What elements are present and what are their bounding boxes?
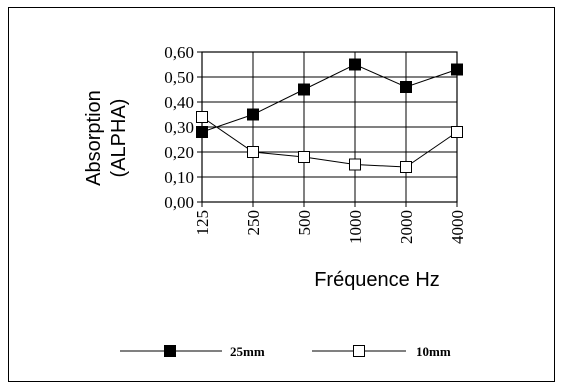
- series-point-10mm: [298, 151, 310, 163]
- legend-label-25mm: 25mm: [230, 344, 265, 359]
- series-point-10mm: [349, 158, 361, 171]
- series-point-25mm: [400, 81, 412, 93]
- x-axis-title: Fréquence Hz: [314, 269, 440, 291]
- series-point-25mm: [196, 126, 208, 138]
- y-tick-label: 0,50: [164, 68, 194, 87]
- series-point-25mm: [349, 58, 361, 71]
- y-tick-label: 0,10: [164, 168, 194, 187]
- series-point-10mm: [196, 111, 208, 123]
- series-point-10mm: [451, 126, 463, 138]
- y-tick-label: 0,00: [164, 193, 194, 212]
- chart-frame: [8, 7, 555, 382]
- y-axis-title-line2: (ALPHA): [108, 99, 130, 178]
- series-point-25mm: [451, 63, 463, 76]
- series-point-10mm: [247, 146, 259, 158]
- x-tick-label: 500: [295, 210, 314, 236]
- x-tick-label: 4000: [448, 210, 467, 244]
- y-tick-label: 0,20: [164, 143, 194, 162]
- y-axis-title-line1: Absorption: [83, 90, 105, 186]
- series-point-25mm: [298, 83, 310, 96]
- y-tick-label: 0,40: [164, 93, 194, 112]
- legend-marker-10mm: [353, 345, 365, 357]
- series-point-10mm: [400, 161, 412, 173]
- y-tick-label: 0,60: [164, 43, 194, 62]
- x-tick-label: 125: [193, 210, 212, 236]
- series-line-25mm: [201, 63, 458, 133]
- x-tick-label: 2000: [397, 210, 416, 244]
- series-line-10mm: [201, 116, 458, 168]
- x-tick-label: 250: [244, 210, 263, 236]
- series-point-25mm: [247, 108, 259, 121]
- legend-marker-25mm: [164, 345, 176, 357]
- legend-label-10mm: 10mm: [416, 344, 451, 359]
- x-tick-label: 1000: [346, 210, 365, 244]
- y-tick-label: 0,30: [164, 118, 194, 137]
